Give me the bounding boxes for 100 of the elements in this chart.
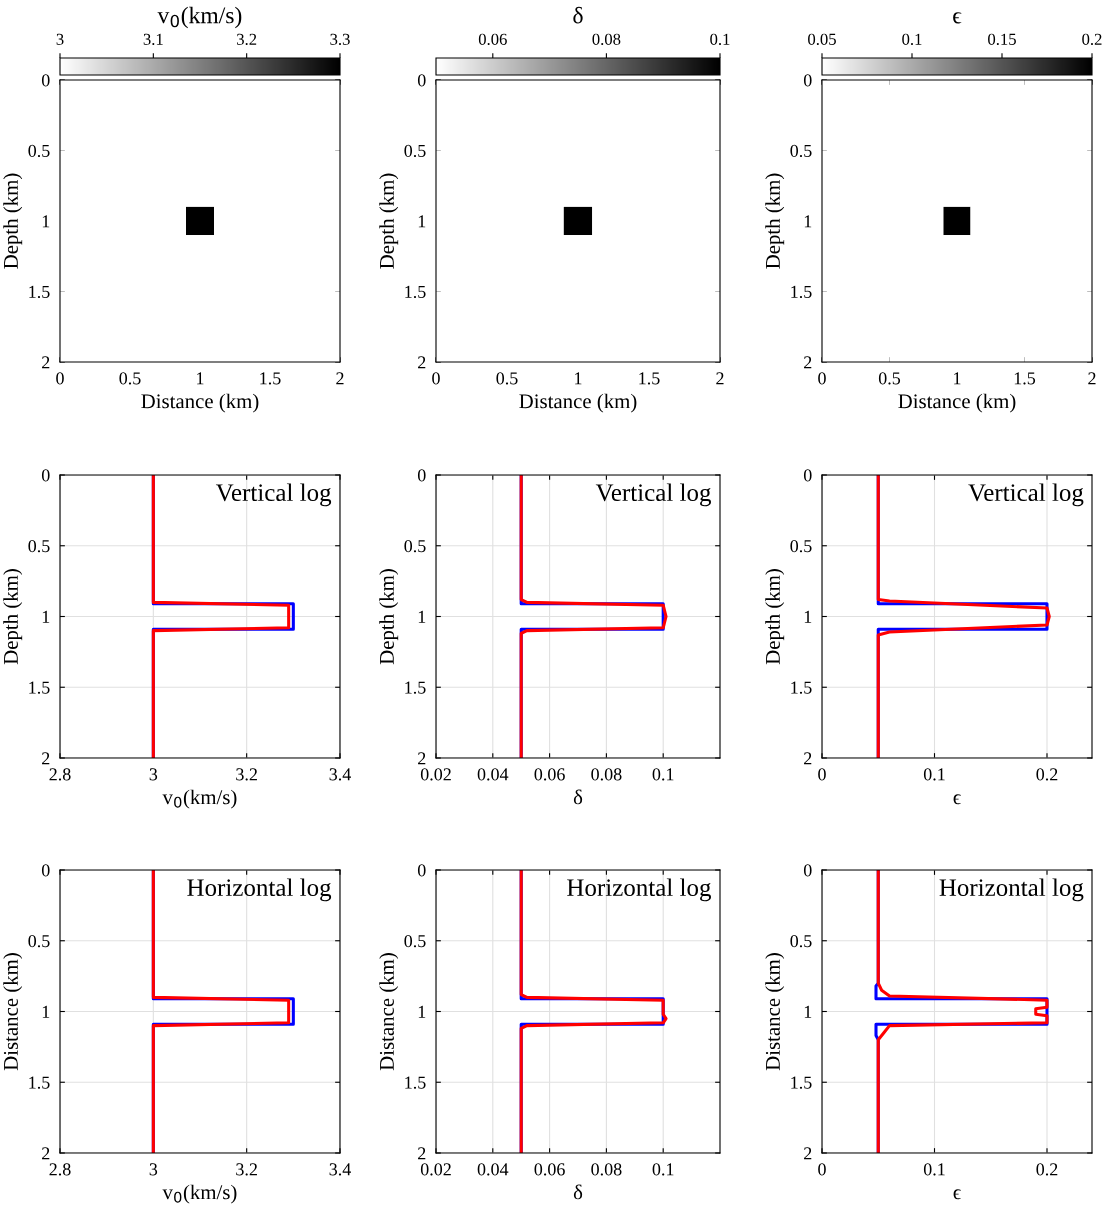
x-tick-label: 0.04 (477, 1163, 509, 1176)
annotation: Horizontal log (567, 878, 711, 902)
y-tick-label: 0 (417, 74, 426, 87)
x-tick-label: 0.5 (119, 372, 141, 385)
y-tick-label: 1.5 (29, 1076, 50, 1089)
y-tick-label: 2 (804, 356, 812, 369)
y-axis-title: Depth (km) (3, 569, 23, 665)
y-tick-label: 1.5 (405, 681, 426, 694)
color-bar-label: 3.2 (237, 33, 257, 45)
x-tick-label: 0.1 (652, 768, 674, 781)
x-tick-label: 0.5 (878, 372, 901, 385)
x-tick-label: 3.4 (329, 768, 351, 781)
x-tick-label: 3.2 (236, 1163, 257, 1176)
y-tick-label: 2 (804, 752, 812, 765)
y-tick-label: 1.5 (791, 1076, 812, 1089)
y-tick-label: 2 (42, 1147, 50, 1160)
x-tick-label: 2.8 (49, 768, 71, 781)
color-bar-label: 0.15 (988, 33, 1016, 45)
x-tick-label: 0 (818, 372, 826, 385)
y-tick-label: 1.5 (405, 1076, 426, 1089)
y-tick-label: 0.5 (404, 144, 426, 158)
x-tick-label: 0.06 (534, 768, 565, 781)
y-tick-label: 0.5 (28, 540, 50, 553)
x-tick-label: 0 (56, 372, 64, 385)
x-tick-label: 0.08 (591, 1163, 622, 1176)
y-tick-label: 1.5 (405, 285, 426, 299)
y-tick-label: 1.5 (29, 285, 50, 299)
x-axis-title: ϵ (953, 794, 961, 805)
y-axis-title: Distance (km) (765, 953, 785, 1071)
x-axis-title: v$_{0}$(km/s) (162, 789, 237, 809)
x-tick-label: 2 (1088, 372, 1096, 385)
y-tick-label: 1 (42, 1005, 50, 1018)
y-axis-title: Depth (km) (379, 173, 399, 269)
y-tick-label: 1 (418, 215, 426, 228)
x-tick-label: 2.8 (49, 1163, 71, 1176)
y-axis-title: Distance (km) (3, 953, 23, 1071)
x-axis-title: v$_{0}$(km/s) (162, 1184, 237, 1204)
y-tick-label: 1 (42, 610, 50, 623)
x-tick-label: 1.5 (639, 372, 660, 385)
y-tick-label: 0.5 (28, 144, 50, 158)
y-tick-label: 0 (803, 469, 812, 482)
x-tick-label: 0.5 (496, 372, 518, 385)
color-bar-label: 3.3 (330, 33, 350, 45)
x-tick-label: 3.2 (236, 768, 257, 781)
x-tick-label: 2 (716, 372, 724, 385)
y-tick-label: 1 (418, 610, 426, 623)
y-axis-title: Depth (km) (3, 173, 23, 269)
x-axis-title: Distance (km) (141, 393, 259, 413)
y-tick-label: 1 (42, 215, 50, 228)
x-tick-label: 1 (197, 372, 204, 385)
y-axis-title: Depth (km) (379, 569, 399, 665)
x-tick-label: 2 (336, 372, 344, 385)
y-tick-label: 0.5 (790, 935, 812, 948)
color-bar-label: 0.05 (808, 33, 836, 45)
y-tick-label: 0.5 (790, 540, 812, 553)
y-tick-label: 1.5 (791, 681, 812, 694)
annotation: Vertical log (215, 483, 332, 507)
color-bar-label: 0.2 (1082, 33, 1102, 45)
y-tick-label: 0.5 (28, 935, 50, 948)
y-tick-label: 0 (417, 469, 426, 482)
x-tick-label: 3 (149, 768, 158, 781)
x-tick-label: 0.06 (534, 1163, 565, 1176)
x-tick-label: 1.5 (1014, 372, 1036, 385)
y-tick-label: 1 (418, 1005, 426, 1018)
x-axis-title: ϵ (953, 1189, 961, 1200)
x-tick-label: 0.04 (477, 768, 509, 781)
color-bar-label: 0.08 (592, 33, 621, 45)
y-tick-label: 0.5 (404, 540, 426, 553)
x-tick-label: 0 (818, 1163, 826, 1176)
y-tick-label: 0.5 (404, 935, 426, 948)
y-tick-label: 0.5 (790, 144, 812, 158)
x-axis-title: δ (573, 1184, 583, 1200)
x-tick-label: 0 (818, 768, 826, 781)
x-tick-label: 0.2 (1036, 1163, 1058, 1176)
y-tick-label: 1 (804, 215, 812, 228)
color-bar-title: δ (573, 6, 583, 24)
x-tick-label: 0.1 (923, 1163, 945, 1176)
x-tick-label: 3.4 (329, 1163, 351, 1176)
annotation: Horizontal log (187, 878, 332, 902)
x-tick-label: 0.02 (420, 768, 451, 781)
x-tick-label: 1 (575, 372, 582, 385)
x-tick-label: 0.08 (591, 768, 622, 781)
color-bar-label: 0.06 (478, 33, 507, 45)
color-bar-title: v$_{0}$(km/s) (157, 6, 242, 29)
color-bar-label: 0.1 (710, 33, 730, 45)
x-tick-label: 0.02 (420, 1163, 451, 1176)
x-tick-label: 0.1 (923, 768, 945, 781)
x-axis-title: Distance (km) (898, 393, 1016, 413)
y-tick-label: 2 (42, 356, 50, 369)
x-axis-title: δ (573, 789, 583, 805)
y-axis-title: Depth (km) (765, 173, 785, 269)
y-tick-label: 2 (42, 752, 50, 765)
y-tick-label: 0 (803, 74, 812, 87)
color-bar-label: 3 (56, 33, 64, 45)
x-tick-label: 1.5 (260, 372, 281, 385)
x-tick-label: 3 (149, 1163, 158, 1176)
y-tick-label: 1 (804, 1005, 812, 1018)
y-tick-label: 0 (41, 469, 50, 482)
y-tick-label: 2 (418, 752, 426, 765)
y-tick-label: 1.5 (29, 681, 50, 694)
